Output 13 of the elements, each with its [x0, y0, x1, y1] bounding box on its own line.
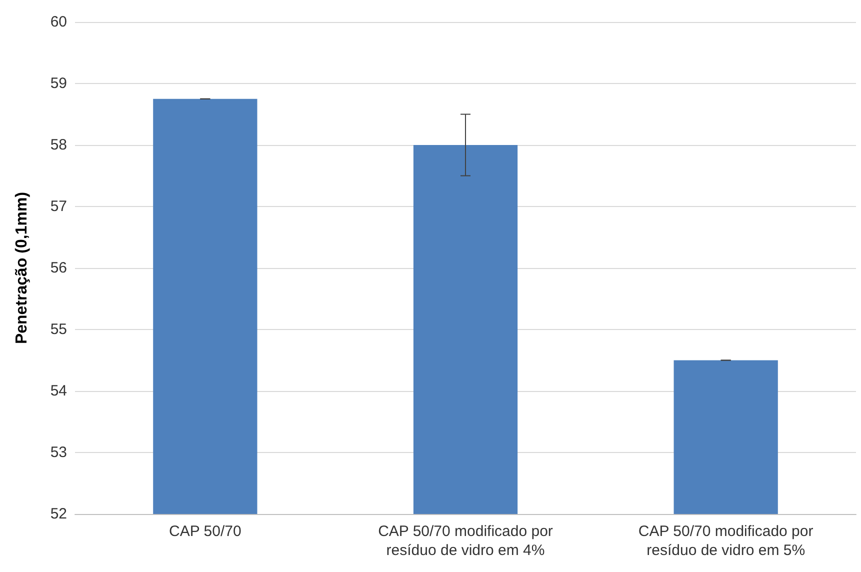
y-tick-label: 55 [50, 321, 67, 338]
y-tick-label: 57 [50, 198, 67, 215]
y-tick-label: 58 [50, 136, 67, 154]
y-axis-title: Penetração (0,1mm) [14, 192, 30, 344]
x-tick-label: CAP 50/70 [169, 523, 242, 540]
y-tick-label: 52 [50, 506, 67, 522]
x-tick-label: CAP 50/70 modificado por resíduo de vidro em 4% [378, 523, 553, 559]
y-tick-label: 54 [50, 382, 67, 400]
y-tick-label: 53 [50, 444, 67, 461]
x-tick-label: CAP 50/70 modificado por resíduo de vidro em 5% [638, 523, 814, 559]
y-tick-label: 60 [50, 14, 67, 30]
y-tick-label: 56 [50, 260, 67, 276]
y-tick-label: 59 [50, 75, 67, 92]
